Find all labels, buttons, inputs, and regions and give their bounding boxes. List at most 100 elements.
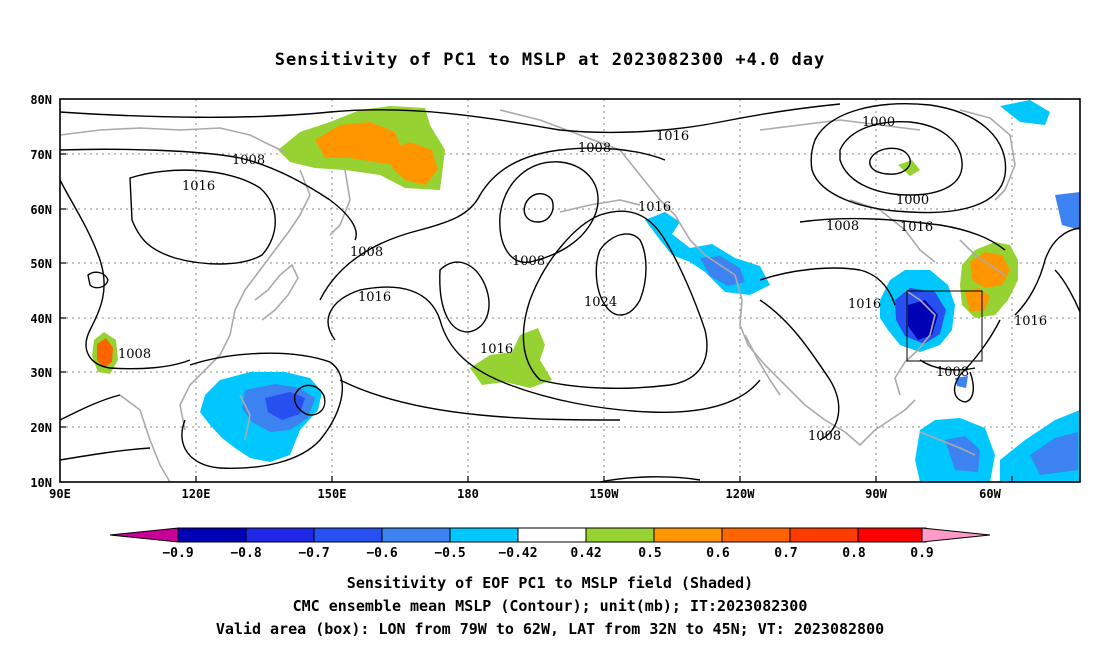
colorbar-swatch — [381, 527, 451, 543]
contour-polar-low-1000 — [839, 121, 963, 196]
colorbar-over-arrow — [921, 527, 991, 543]
contour-label-layer: 1016 1008 1000 1000 1008 1016 1016 1008 … — [118, 115, 1047, 444]
coast-asia-arctic — [59, 127, 286, 153]
contour-label: 1016 — [480, 342, 513, 357]
coast-se-asia — [119, 394, 171, 483]
contour-low-1008 — [499, 161, 599, 263]
contour-label: 1008 — [232, 153, 265, 168]
contour-pacific-1016 — [181, 352, 344, 469]
lat-label-50n: 50N — [30, 257, 52, 271]
contour-east-1016 — [953, 319, 1001, 403]
lon-label-150e: 150E — [318, 487, 347, 501]
colorbar-swatch — [653, 527, 723, 543]
shade-negative-north-atlantic — [1000, 100, 1050, 125]
contour-na-1016 — [759, 267, 896, 306]
shade-negative-east-edge — [1055, 192, 1080, 230]
colorbar: −0.9 −0.8 −0.7 −0.6 −0.5 −0.42 0.42 0.5 … — [109, 527, 991, 561]
coast-caribbean — [919, 431, 976, 456]
colorbar-label: −0.9 — [162, 546, 193, 561]
contour-siberia-1016 — [129, 169, 276, 265]
colorbar-swatch — [313, 527, 383, 543]
lat-label-30n: 30N — [30, 366, 52, 380]
colorbar-label: 0.7 — [774, 546, 797, 561]
lat-label-10n: 10N — [30, 476, 52, 490]
lon-label-90w: 90W — [865, 487, 887, 501]
shade-positive-low-center — [898, 160, 920, 176]
contour-label: 1016 — [182, 179, 215, 194]
contour-na-1008-south — [919, 359, 976, 371]
contour-label: 1008 — [578, 141, 611, 156]
lat-label-20n: 20N — [30, 421, 52, 435]
caption-line-2: CMC ensemble mean MSLP (Contour); unit(m… — [292, 597, 808, 615]
coast-aleutians — [559, 199, 641, 213]
contour-label: 1008 — [826, 219, 859, 234]
lon-label-90e: 90E — [49, 487, 71, 501]
colorbar-swatch — [517, 527, 587, 543]
coast-korea-japan — [254, 264, 299, 321]
colorbar-swatch — [245, 527, 315, 543]
colorbar-label: 0.5 — [638, 546, 661, 561]
coast-labrador — [959, 239, 1006, 276]
colorbar-labels: −0.9 −0.8 −0.7 −0.6 −0.5 −0.42 0.42 0.5 … — [162, 546, 933, 561]
coast-arctic-canada — [759, 119, 921, 131]
contour-sw-1016 — [59, 394, 121, 421]
coast-philippines — [239, 394, 251, 441]
contour-east-edge-1016 — [1054, 269, 1081, 313]
contour-high-1024 — [595, 233, 647, 316]
coastlines — [59, 109, 1016, 483]
shade-positive-atlantic-core2 — [965, 288, 990, 312]
contour-sw-1008 — [59, 447, 151, 461]
colorbar-swatch — [177, 527, 247, 543]
contour-label: 1016 — [358, 290, 391, 305]
lat-label-70n: 70N — [30, 148, 52, 162]
colorbar-label: −0.42 — [498, 546, 537, 561]
contour-label: 1016 — [848, 297, 881, 312]
colorbar-swatch — [789, 527, 859, 543]
contour-label: 1016 — [900, 220, 933, 235]
contour-label: 1016 — [1014, 314, 1047, 329]
lat-label-60n: 60N — [30, 203, 52, 217]
colorbar-label: 0.42 — [570, 546, 601, 561]
map-title: Sensitivity of PC1 to MSLP at 2023082300… — [274, 50, 826, 70]
contour-asia-1008-north — [59, 148, 357, 241]
shade-positive-siberia-core2 — [390, 142, 438, 185]
mslp-contours — [59, 103, 1081, 483]
contour-arctic-1016 — [59, 103, 841, 134]
colorbar-under-arrow — [109, 527, 179, 543]
contour-na-1008-upper — [799, 217, 1006, 251]
lon-label-150w: 150W — [590, 487, 620, 501]
colorbar-label: −0.5 — [434, 546, 465, 561]
contour-label: 1008 — [350, 245, 383, 260]
contour-label: 1024 — [584, 295, 617, 310]
shade-positive-siberia-core — [315, 122, 402, 165]
shade-negative-nepac-core — [700, 256, 745, 286]
colorbar-swatch — [449, 527, 519, 543]
shade-positive-tibet-core — [97, 338, 113, 368]
coast-na-east — [894, 289, 936, 396]
longitude-labels: 90E 120E 150E 180 150W 120W 90W 60W — [49, 487, 1001, 501]
contour-pacific-1016-south — [327, 286, 761, 413]
colorbar-label: −0.6 — [366, 546, 397, 561]
shade-positive-atlantic-core — [970, 252, 1010, 288]
valid-area-box — [906, 290, 983, 362]
lat-label-80n: 80N — [30, 93, 52, 107]
caption-line-3: Valid area (box): LON from 79W to 62W, L… — [215, 620, 885, 638]
contour-atlantic-1016 — [1014, 227, 1081, 316]
latitude-labels: 80N 70N 60N 50N 40N 30N 20N 10N — [30, 93, 52, 490]
colorbar-swatch — [721, 527, 791, 543]
colorbar-swatch — [585, 527, 655, 543]
colorbar-label: −0.8 — [230, 546, 261, 561]
contour-asia-1008-south — [59, 179, 191, 370]
colorbar-swatch — [857, 527, 927, 543]
shade-negative-tropical-atlantic-core — [1030, 432, 1078, 475]
shade-positive-central-pacific — [470, 328, 552, 388]
contour-low-inner — [523, 193, 554, 223]
map-frame — [59, 98, 1081, 483]
contour-west-1016-south — [339, 379, 621, 421]
lon-label-120w: 120W — [726, 487, 756, 501]
contour-label: 1000 — [896, 193, 929, 208]
contour-high-1016 — [522, 210, 708, 389]
contour-asia-small — [87, 271, 109, 289]
contour-label: 1000 — [862, 115, 895, 130]
